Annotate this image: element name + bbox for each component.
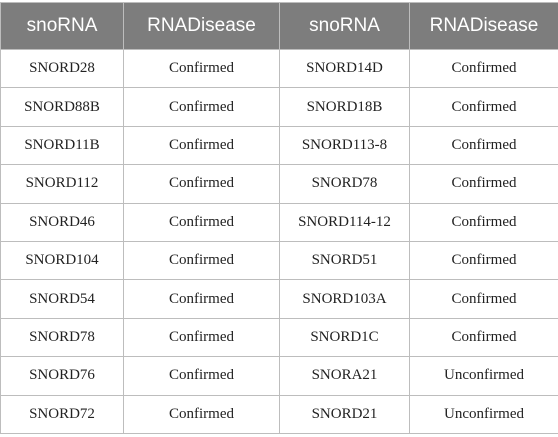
table-cell: Confirmed bbox=[410, 318, 558, 356]
table-cell: Confirmed bbox=[124, 395, 280, 433]
table-cell: SNORD88B bbox=[1, 88, 124, 126]
table-cell: SNORD78 bbox=[280, 165, 410, 203]
table-cell: Confirmed bbox=[410, 241, 558, 279]
table-cell: Confirmed bbox=[410, 165, 558, 203]
table-cell: SNORD28 bbox=[1, 50, 124, 88]
table-cell: Confirmed bbox=[124, 203, 280, 241]
table-cell: Confirmed bbox=[124, 165, 280, 203]
table-cell: SNORD112 bbox=[1, 165, 124, 203]
table-cell: SNORD114-12 bbox=[280, 203, 410, 241]
table-cell: SNORD1C bbox=[280, 318, 410, 356]
table-cell: SNORD11B bbox=[1, 126, 124, 164]
table-cell: SNORD76 bbox=[1, 357, 124, 395]
table-cell: Confirmed bbox=[410, 50, 558, 88]
table-cell: Confirmed bbox=[124, 241, 280, 279]
table-cell: SNORD103A bbox=[280, 280, 410, 318]
table-cell: Confirmed bbox=[124, 88, 280, 126]
table-cell: Confirmed bbox=[410, 203, 558, 241]
table-cell: Confirmed bbox=[124, 50, 280, 88]
table-cell: SNORD104 bbox=[1, 241, 124, 279]
table-cell: SNORD51 bbox=[280, 241, 410, 279]
table-cell: Unconfirmed bbox=[410, 395, 558, 433]
table-cell: Confirmed bbox=[124, 357, 280, 395]
table-cell: SNORD18B bbox=[280, 88, 410, 126]
header-cell: snoRNA bbox=[280, 3, 410, 50]
header-cell: RNADisease bbox=[124, 3, 280, 50]
table-cell: SNORD21 bbox=[280, 395, 410, 433]
table-cell: Confirmed bbox=[410, 88, 558, 126]
table-cell: Confirmed bbox=[124, 280, 280, 318]
table-cell: SNORD113-8 bbox=[280, 126, 410, 164]
table-cell: Confirmed bbox=[410, 280, 558, 318]
table-cell: Confirmed bbox=[124, 126, 280, 164]
table-cell: SNORD46 bbox=[1, 203, 124, 241]
table-cell: SNORD14D bbox=[280, 50, 410, 88]
table-cell: Confirmed bbox=[124, 318, 280, 356]
table-cell: SNORD78 bbox=[1, 318, 124, 356]
header-cell: RNADisease bbox=[410, 3, 558, 50]
table-cell: SNORD54 bbox=[1, 280, 124, 318]
header-cell: snoRNA bbox=[1, 3, 124, 50]
table-cell: Confirmed bbox=[410, 126, 558, 164]
table-cell: Unconfirmed bbox=[410, 357, 558, 395]
table-cell: SNORD72 bbox=[1, 395, 124, 433]
table-cell: SNORA21 bbox=[280, 357, 410, 395]
